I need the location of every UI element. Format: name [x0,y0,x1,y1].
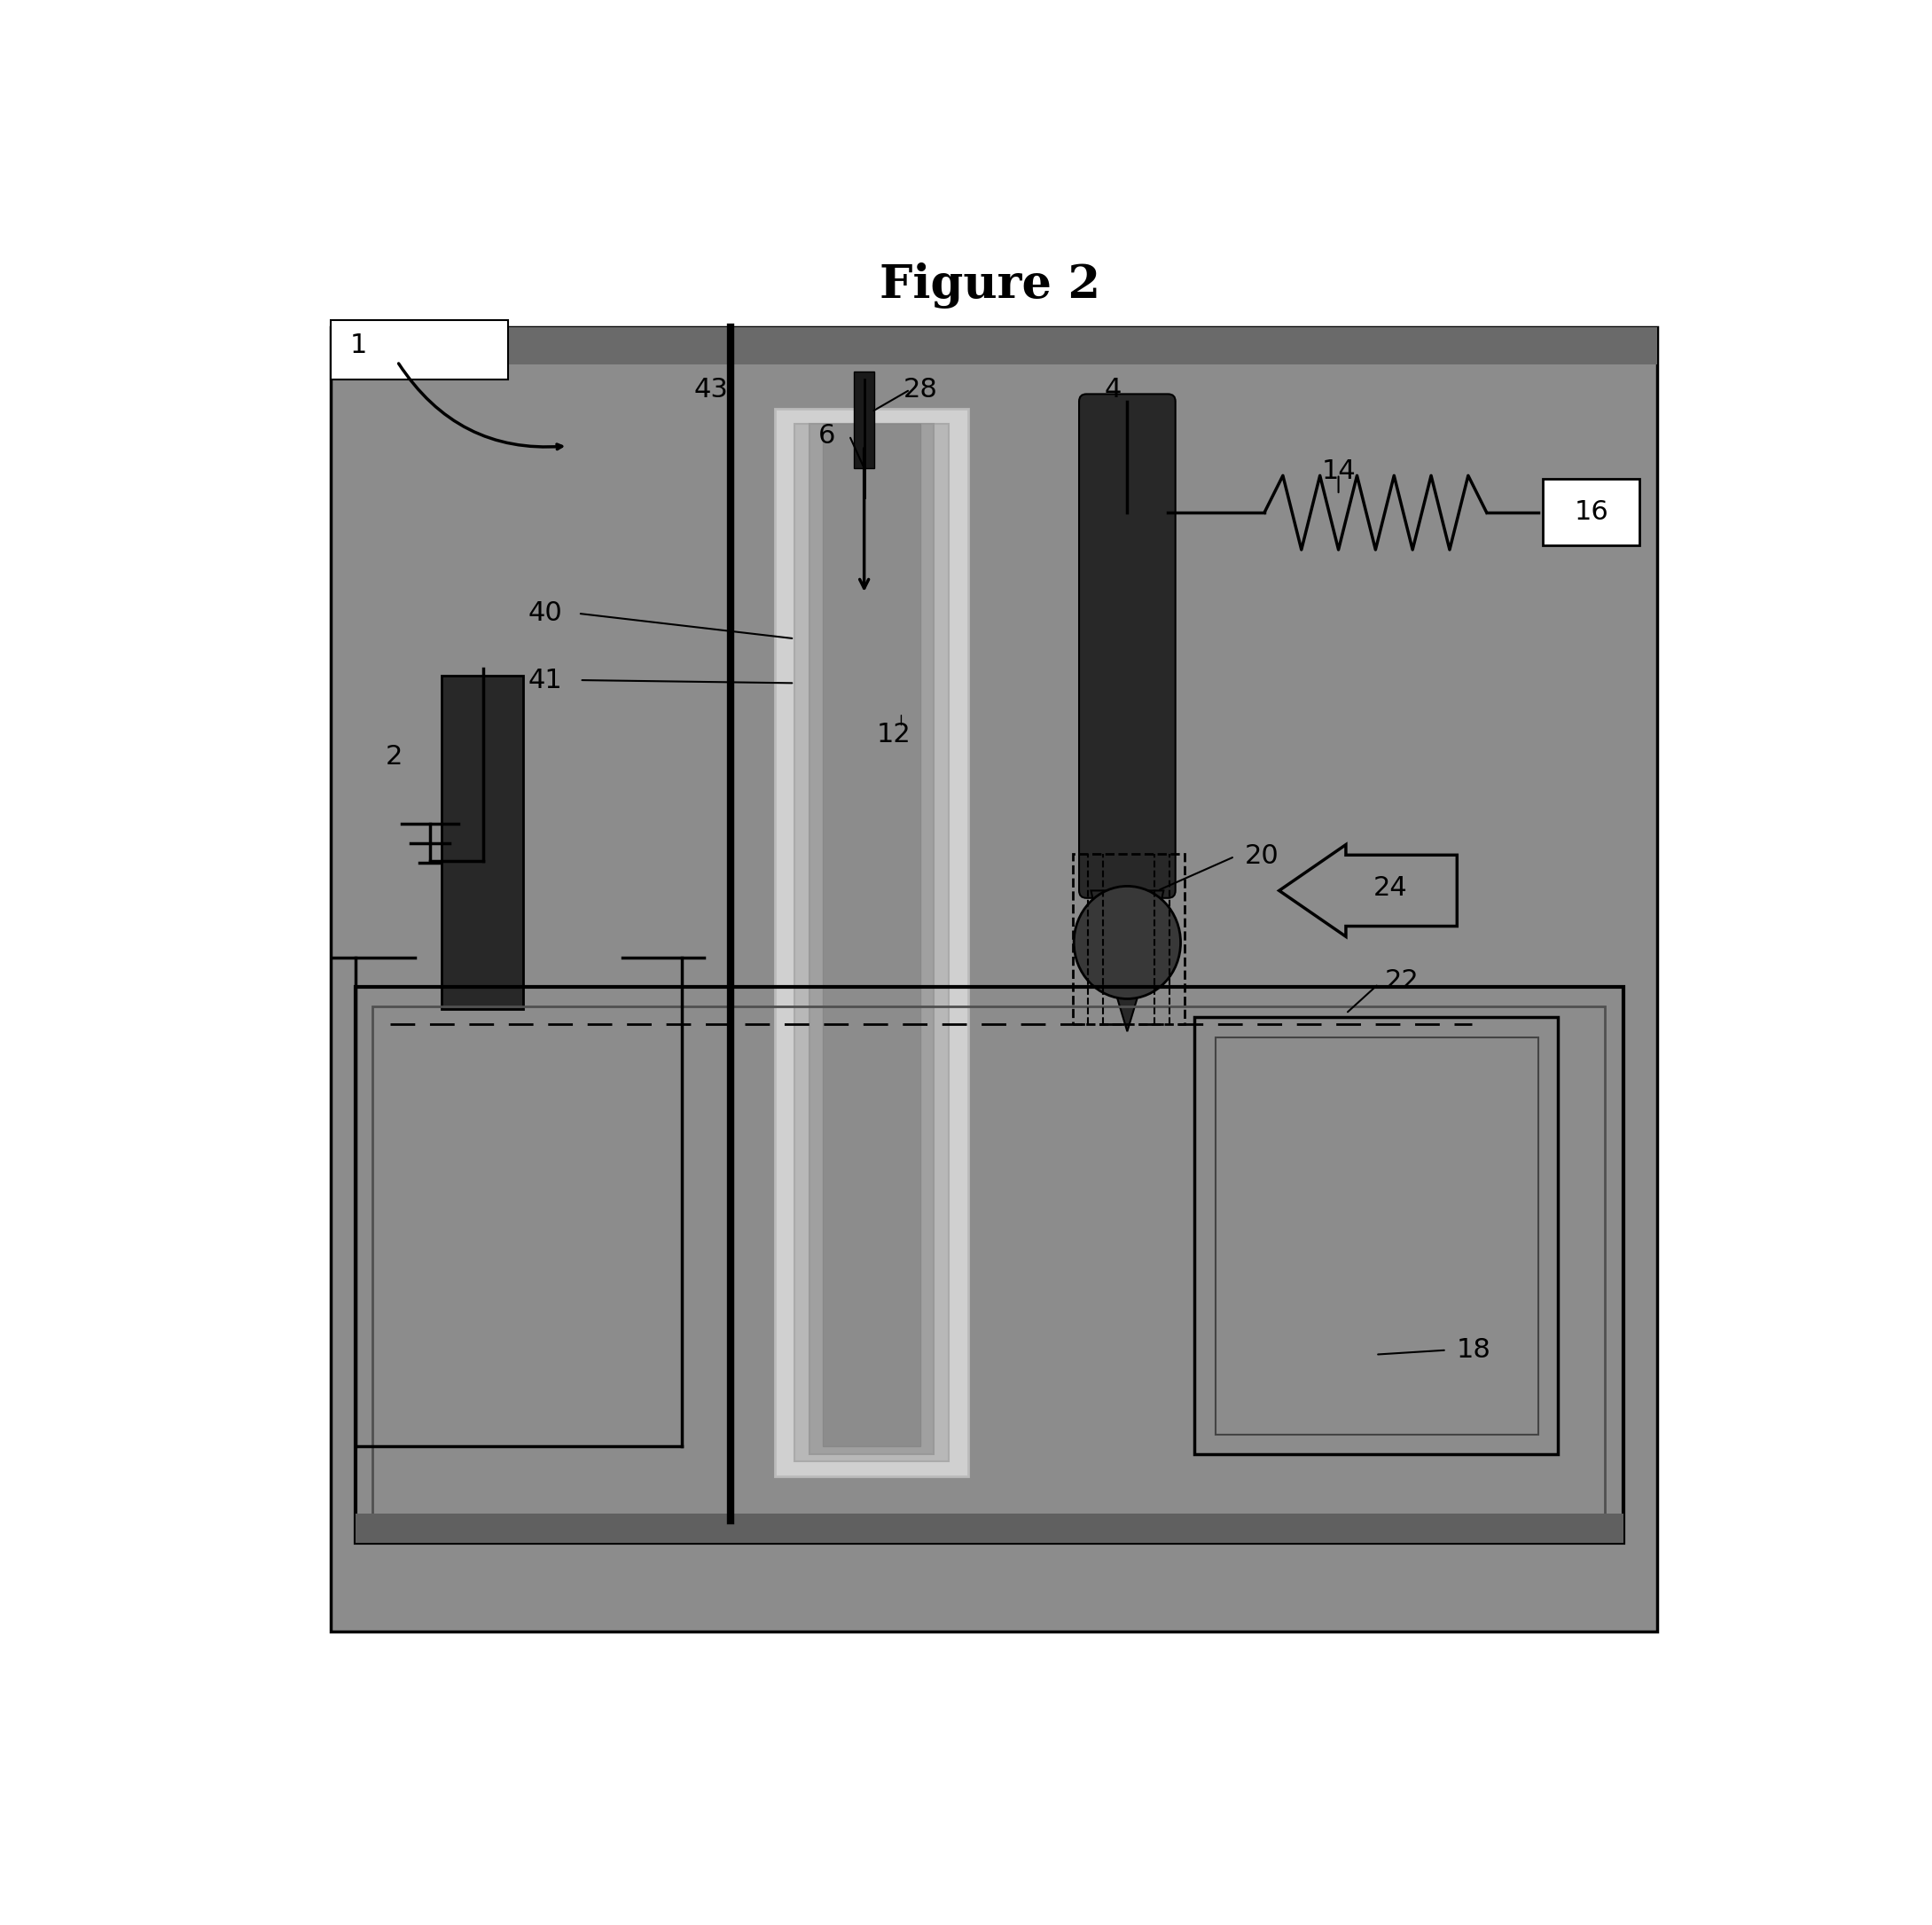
Bar [1072,853,1184,1024]
Bar [355,1513,1623,1542]
Text: 14: 14 [1321,458,1356,483]
Bar [831,431,912,1440]
Bar [775,408,968,1476]
Text: 12: 12 [877,722,912,747]
Text: 4: 4 [1105,377,1122,402]
Bar [823,424,920,1446]
Bar [330,320,508,379]
Bar [1194,1016,1557,1453]
Text: 28: 28 [904,377,937,402]
Bar [330,327,1658,364]
Bar [854,372,875,468]
Text: 18: 18 [1457,1338,1492,1363]
Text: 41: 41 [527,668,562,693]
Text: 20: 20 [1244,843,1279,870]
Bar [810,424,933,1453]
Bar [794,424,949,1461]
Text: 22: 22 [1385,968,1420,993]
Bar [373,1007,1605,1525]
FancyArrow shape [1279,845,1457,937]
Text: 16: 16 [1575,499,1607,526]
Text: Figure 2: Figure 2 [879,264,1101,308]
Bar [1215,1038,1538,1434]
Text: 24: 24 [1374,874,1408,901]
Bar [1544,479,1640,545]
Text: 40: 40 [527,601,562,626]
FancyBboxPatch shape [1080,395,1175,897]
Text: 2: 2 [386,745,404,770]
Text: 43: 43 [694,377,728,402]
Bar [355,988,1623,1542]
Polygon shape [1092,891,1163,1032]
Ellipse shape [1074,886,1180,999]
Text: 6: 6 [819,424,837,449]
Text: 1: 1 [350,333,367,358]
Bar [330,327,1658,1632]
Bar [442,676,524,1009]
